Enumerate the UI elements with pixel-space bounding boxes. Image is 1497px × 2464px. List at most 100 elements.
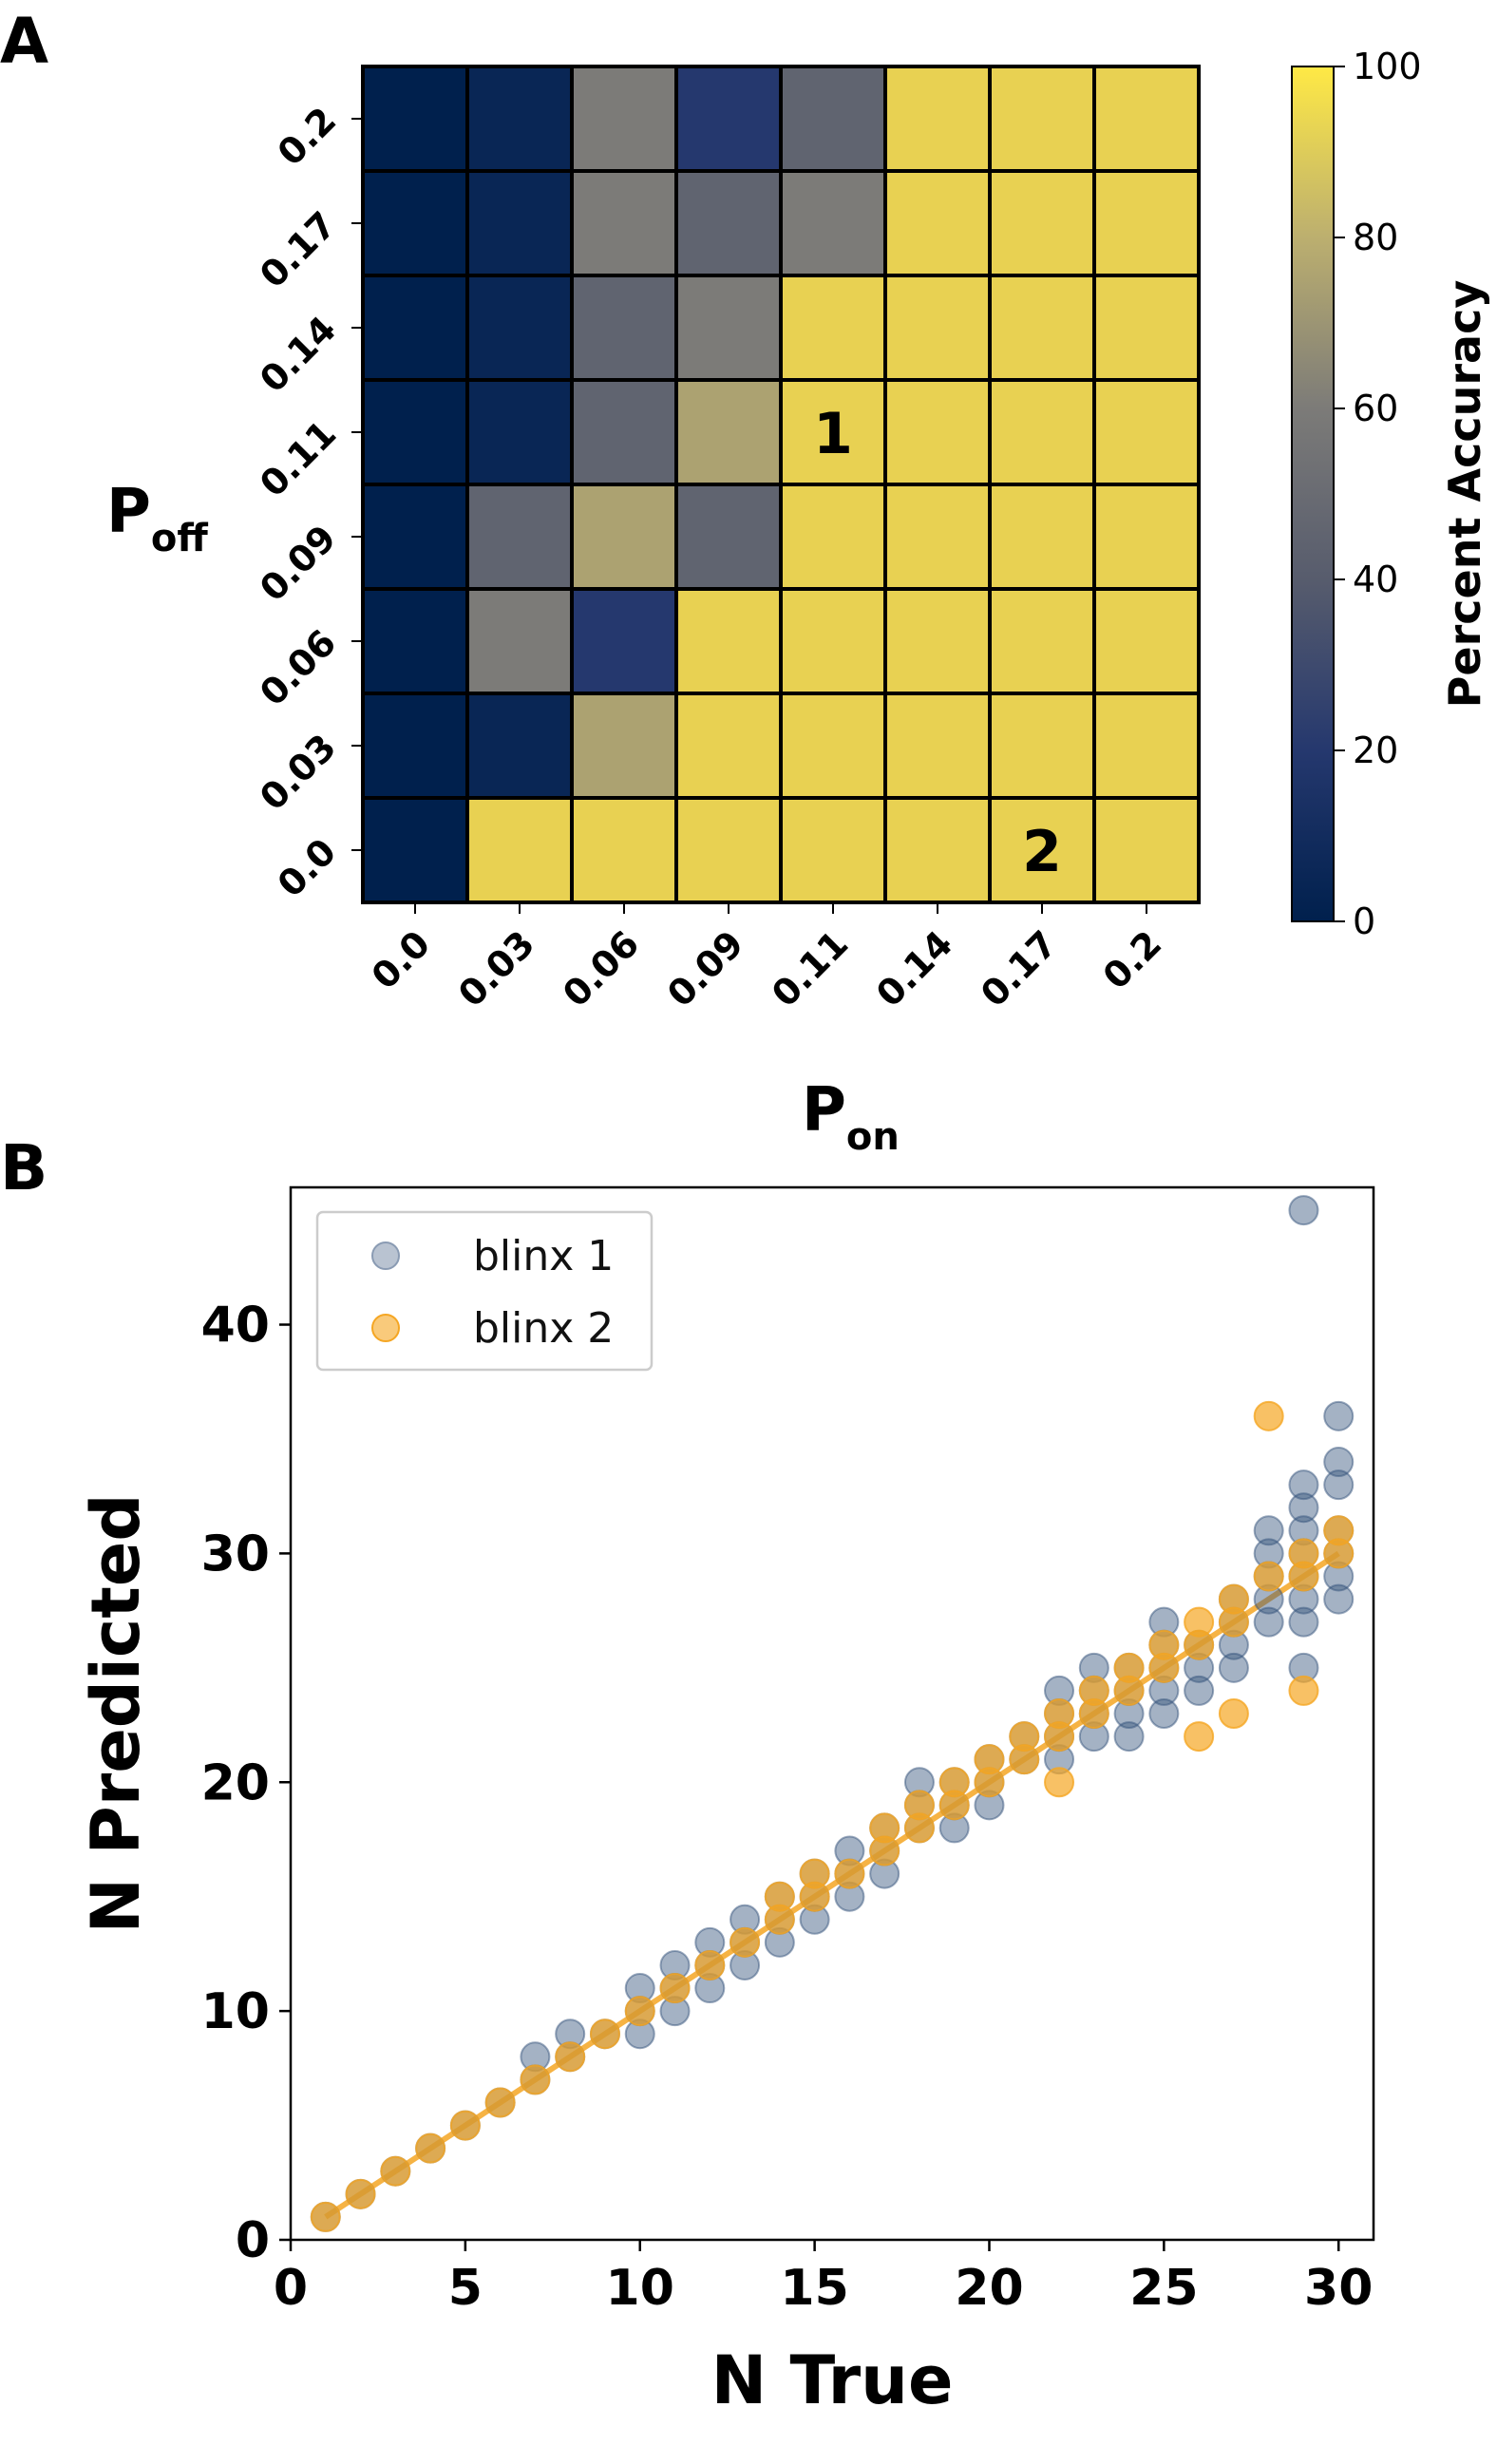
blinx-2-point [1184, 1721, 1215, 1753]
heatmap-cell-r5-c2 [570, 587, 678, 695]
heatmap-cell-r2-c7 [1092, 274, 1201, 382]
heatmap-cell-r0-c3 [674, 65, 783, 173]
blinx-1-point [1323, 1469, 1355, 1501]
heatmap-cell-r5-c6 [988, 587, 1096, 695]
legend-box [315, 1210, 654, 1372]
heatmap-cell-r1-c7 [1092, 169, 1201, 277]
heatmap-x-tick-label: 0.2 [1095, 922, 1170, 997]
blinx-1-point [1253, 1606, 1284, 1638]
blinx-2-point [694, 1949, 726, 1981]
heatmap-cell-r0-c2 [570, 65, 678, 173]
heatmap-xlabel-main: P [802, 1075, 846, 1146]
blinx-2-point [1218, 1698, 1249, 1729]
heatmap-y-tick-label: 0.0 [270, 830, 345, 905]
heatmap-cell-r7-c4 [779, 796, 887, 904]
blinx-2-point [1148, 1629, 1180, 1660]
heatmap-y-ticks: 0.2 0.17 0.14 0.11 0.09 0.06 0.03 0.0 [252, 99, 363, 905]
blinx-2-point [555, 2041, 586, 2073]
heatmap-cell-r6-c1 [465, 692, 574, 800]
legend-label-blinx-1: blinx 1 [473, 1232, 614, 1280]
legend-marker-blinx-2 [371, 1314, 400, 1342]
heatmap-y-tick-label: 0.09 [252, 517, 344, 609]
heatmap-cell-r3-c2 [570, 378, 678, 486]
heatmap-cell-r0-c5 [883, 65, 992, 173]
heatmap-cell-r6-c6 [988, 692, 1096, 800]
scatter-ylabel: N Predicted [77, 1494, 155, 1934]
heatmap-ylabel: Poff [106, 477, 208, 560]
heatmap-panel: 12 [361, 65, 1201, 904]
heatmap-cell-r1-c1 [465, 169, 574, 277]
blinx-2-point [345, 2178, 376, 2209]
heatmap-cell-r2-c4 [779, 274, 887, 382]
heatmap-cell-r4-c3 [674, 483, 783, 591]
colorbar-tick-label: 40 [1353, 559, 1398, 600]
heatmap-cell-r0-c0 [361, 65, 469, 173]
heatmap-cell-r0-c6 [988, 65, 1096, 173]
heatmap-cell-r3-c6 [988, 378, 1096, 486]
heatmap-cell-r3-c5 [883, 378, 992, 486]
scatter-x-tick-label: 30 [1304, 2260, 1373, 2317]
colorbar [1291, 66, 1335, 922]
heatmap-cell-r2-c0 [361, 274, 469, 382]
blinx-2-point [520, 2064, 551, 2095]
heatmap-cell-r3-c3 [674, 378, 783, 486]
heatmap-cell-r7-c2 [570, 796, 678, 904]
scatter-xlabel: N True [711, 2341, 954, 2419]
heatmap-cell-r1-c3 [674, 169, 783, 277]
heatmap-cell-r5-c7 [1092, 587, 1201, 695]
scatter-plot-frame [289, 1185, 1375, 2242]
scatter-x-tick-label: 0 [274, 2260, 308, 2317]
blinx-1-point [1323, 1400, 1355, 1431]
blinx-1-point [1113, 1721, 1145, 1753]
heatmap-y-tick-label: 0.03 [252, 726, 344, 818]
legend-marker-blinx-1 [371, 1241, 400, 1270]
blinx-1-point [1288, 1195, 1319, 1226]
heatmap-cell-r1-c5 [883, 169, 992, 277]
panel-label-b: B [0, 1131, 47, 1204]
heatmap-cell-r3-c1 [465, 378, 574, 486]
heatmap-cell-r1-c6 [988, 169, 1096, 277]
scatter-x-tick-label: 15 [780, 2260, 848, 2317]
heatmap-cell-r4-c5 [883, 483, 992, 591]
blinx-2-point [624, 1996, 655, 2027]
heatmap-cell-r2-c1 [465, 274, 574, 382]
heatmap-cell-r5-c5 [883, 587, 992, 695]
heatmap-cell-r0-c4 [779, 65, 887, 173]
blinx-2-point [1044, 1767, 1075, 1798]
heatmap-cell-r1-c4 [779, 169, 887, 277]
heatmap-cell-r5-c4 [779, 587, 887, 695]
heatmap-cell-r7-c1 [465, 796, 574, 904]
heatmap-cell-r4-c1 [465, 483, 574, 591]
blinx-1-point [1323, 1583, 1355, 1615]
scatter-y-tick-label: 30 [201, 1526, 270, 1583]
heatmap-cell-r6-c0 [361, 692, 469, 800]
blinx-2-point [659, 1973, 691, 2004]
scatter-x-tick-label: 20 [955, 2260, 1023, 2317]
blinx-2-point [1184, 1606, 1215, 1638]
blinx-2-point [1218, 1583, 1249, 1615]
heatmap-xlabel: Pon [802, 1075, 900, 1159]
heatmap-ylabel-main: P [106, 477, 151, 547]
heatmap-ylabel-sub: off [151, 517, 208, 560]
heatmap-cell-r7-c7 [1092, 796, 1201, 904]
heatmap-x-ticks: 0.0 0.03 0.06 0.09 0.11 0.14 0.17 0.2 [364, 902, 1170, 1015]
scatter-points [310, 1195, 1355, 2232]
blinx-2-point [1044, 1698, 1075, 1729]
heatmap-x-tick-label: 0.11 [764, 922, 856, 1014]
colorbar-label: Percent Accuracy [1439, 280, 1490, 709]
heatmap-cell-r5-c3 [674, 587, 783, 695]
heatmap-cell-r5-c1 [465, 587, 574, 695]
blinx-2-point [1288, 1538, 1319, 1569]
blinx-1-point [1148, 1698, 1180, 1729]
blinx-2-point [974, 1744, 1005, 1775]
scatter-y-tick-label: 10 [201, 1983, 270, 2040]
heatmap-cell-r2-c5 [883, 274, 992, 382]
heatmap-cell-r2-c2 [570, 274, 678, 382]
blinx-2-point [310, 2201, 341, 2232]
blinx-2-point [484, 2087, 516, 2118]
scatter-x-tick-label: 5 [448, 2260, 483, 2317]
heatmap-y-tick-label: 0.2 [270, 99, 345, 174]
heatmap-cell-r6-c7 [1092, 692, 1201, 800]
heatmap-cell-r4-c0 [361, 483, 469, 591]
